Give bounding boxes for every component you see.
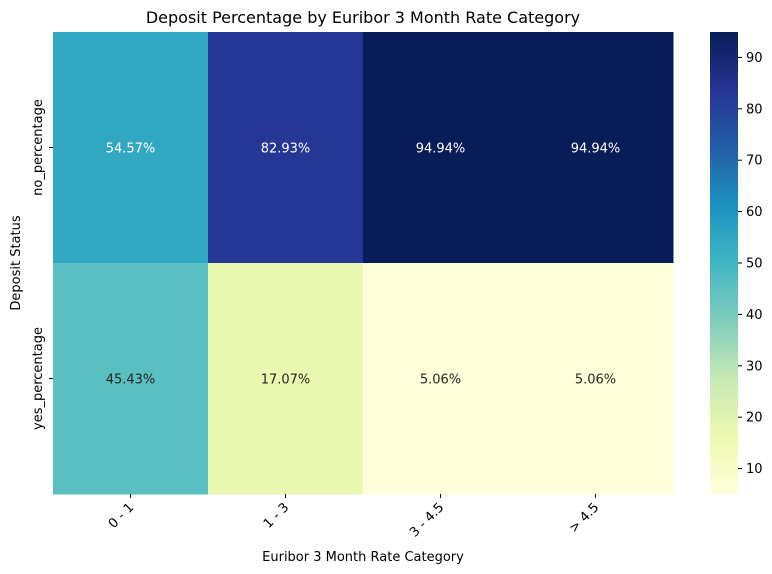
heatmap-cell bbox=[208, 263, 364, 495]
colorbar-tick-label: 70 bbox=[746, 154, 763, 169]
heatmap-cell bbox=[363, 263, 519, 495]
cell-value-label: 94.94% bbox=[416, 142, 466, 157]
x-axis-ticks: 0 - 1 1 - 3 3 - 4.5 > 4.5 bbox=[106, 494, 602, 540]
colorbar-tick-label: 30 bbox=[746, 359, 763, 374]
colorbar-tick-label: 90 bbox=[746, 51, 763, 66]
y-axis-ticks: no_percentage yes_percentage bbox=[31, 99, 53, 430]
heatmap-cell bbox=[518, 32, 674, 264]
colorbar-tick-label: 10 bbox=[746, 462, 763, 477]
x-tick-label: 3 - 4.5 bbox=[407, 500, 447, 540]
heatmap-cell bbox=[53, 263, 209, 495]
chart-title: Deposit Percentage by Euribor 3 Month Ra… bbox=[146, 8, 580, 27]
x-tick-label: > 4.5 bbox=[566, 500, 602, 536]
cell-value-label: 5.06% bbox=[420, 373, 461, 388]
cell-value-label: 54.57% bbox=[106, 142, 156, 157]
cell-value-label: 17.07% bbox=[261, 373, 311, 388]
heatmap-cell bbox=[53, 32, 209, 264]
colorbar-tick-label: 80 bbox=[746, 102, 763, 117]
colorbar-ticks: 10 20 30 40 50 60 70 80 90 bbox=[738, 51, 763, 477]
y-tick-label: yes_percentage bbox=[31, 327, 46, 430]
heatmap-cell bbox=[518, 263, 674, 495]
colorbar-tick-label: 50 bbox=[746, 257, 763, 272]
cell-value-label: 94.94% bbox=[571, 142, 621, 157]
heatmap-cell-labels: 54.57% 82.93% 94.94% 94.94% 45.43% 17.07% 5.06… bbox=[106, 142, 621, 388]
cell-value-label: 45.43% bbox=[106, 373, 156, 388]
cell-value-label: 5.06% bbox=[575, 373, 616, 388]
x-tick-label: 1 - 3 bbox=[261, 500, 292, 531]
heatmap-cell bbox=[363, 32, 519, 264]
x-tick-label: 0 - 1 bbox=[106, 500, 137, 531]
heatmap-cell bbox=[208, 32, 364, 264]
colorbar-tick-label: 40 bbox=[746, 308, 763, 323]
colorbar bbox=[710, 32, 738, 494]
y-axis-label: Deposit Status bbox=[9, 215, 24, 310]
y-tick-label: no_percentage bbox=[31, 99, 46, 196]
heatmap-cells bbox=[53, 32, 674, 495]
colorbar-tick-label: 20 bbox=[746, 411, 763, 426]
cell-value-label: 82.93% bbox=[261, 142, 311, 157]
x-axis-label: Euribor 3 Month Rate Category bbox=[262, 550, 464, 565]
colorbar-tick-label: 60 bbox=[746, 205, 763, 220]
